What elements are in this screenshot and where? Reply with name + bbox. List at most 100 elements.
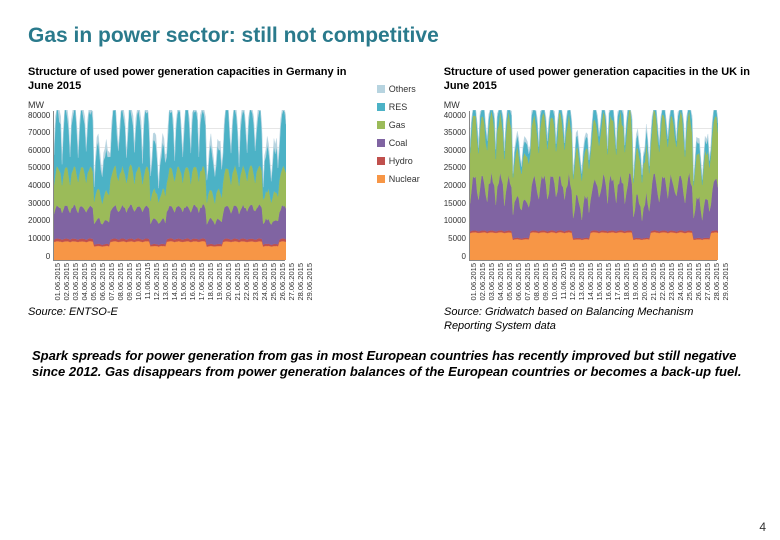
y-tick: 10000: [28, 234, 50, 243]
y-tick: 35000: [444, 128, 466, 137]
chart-uk-xaxis: 01.06.201502.06.201503.06.201504.06.2015…: [469, 263, 717, 301]
chart-uk-yaxis: 40000 35000 30000 25000 20000 15000 10000 5000 0: [444, 111, 469, 261]
x-tick: 14.06.2015: [170, 263, 179, 301]
x-tick: 25.06.2015: [269, 263, 278, 301]
x-tick: 17.06.2015: [197, 263, 206, 301]
x-tick: 09.06.2015: [541, 263, 550, 301]
x-tick: 25.06.2015: [685, 263, 694, 301]
chart-germany-ylabel: MW: [28, 100, 347, 110]
x-tick: 18.06.2015: [206, 263, 215, 301]
y-tick: 50000: [28, 163, 50, 172]
x-tick: 26.06.2015: [694, 263, 703, 301]
x-tick: 02.06.2015: [478, 263, 487, 301]
x-tick: 02.06.2015: [62, 263, 71, 301]
chart-uk-plot: [469, 111, 717, 261]
legend-swatch: [377, 103, 385, 111]
legend-item: Hydro: [377, 156, 420, 166]
legend-swatch: [377, 157, 385, 165]
x-tick: 19.06.2015: [215, 263, 224, 301]
legend-swatch: [377, 175, 385, 183]
x-tick: 07.06.2015: [107, 263, 116, 301]
x-tick: 14.06.2015: [586, 263, 595, 301]
x-tick: 26.06.2015: [278, 263, 287, 301]
x-tick: 12.06.2015: [568, 263, 577, 301]
legend-label: Hydro: [389, 156, 413, 166]
y-tick: 20000: [444, 181, 466, 190]
y-tick: 70000: [28, 128, 50, 137]
page-title: Gas in power sector: still not competiti…: [28, 24, 752, 48]
legend-item: RES: [377, 102, 420, 112]
chart-germany-plot: [53, 111, 285, 261]
x-tick: 22.06.2015: [242, 263, 251, 301]
x-tick: 21.06.2015: [233, 263, 242, 301]
chart-germany: Structure of used power generation capac…: [28, 66, 347, 300]
legend-label: Nuclear: [389, 174, 420, 184]
legend-item: Others: [377, 84, 420, 94]
legend-swatch: [377, 121, 385, 129]
x-tick: 08.06.2015: [116, 263, 125, 301]
y-tick: 20000: [28, 216, 50, 225]
x-tick: 11.06.2015: [143, 263, 152, 301]
x-tick: 10.06.2015: [550, 263, 559, 301]
x-tick: 01.06.2015: [53, 263, 62, 301]
legend-label: Coal: [389, 138, 408, 148]
chart-germany-xaxis: 01.06.201502.06.201503.06.201504.06.2015…: [53, 263, 285, 301]
legend-swatch: [377, 139, 385, 147]
x-tick: 05.06.2015: [505, 263, 514, 301]
y-tick: 30000: [28, 199, 50, 208]
y-tick: 10000: [444, 216, 466, 225]
x-tick: 13.06.2015: [161, 263, 170, 301]
y-tick: 60000: [28, 146, 50, 155]
x-tick: 13.06.2015: [577, 263, 586, 301]
x-tick: 15.06.2015: [179, 263, 188, 301]
chart-uk: Structure of used power generation capac…: [444, 66, 752, 300]
chart-uk-subtitle: Structure of used power generation capac…: [444, 66, 752, 94]
x-tick: 29.06.2015: [721, 263, 730, 301]
legend: Others RES Gas Coal Hydro Nuclear: [377, 84, 420, 300]
x-tick: 23.06.2015: [251, 263, 260, 301]
source-uk: Source: Gridwatch based on Balancing Mec…: [444, 306, 724, 334]
y-tick: 30000: [444, 146, 466, 155]
x-tick: 22.06.2015: [658, 263, 667, 301]
x-tick: 27.06.2015: [703, 263, 712, 301]
y-tick: 15000: [444, 199, 466, 208]
sources-row: Source: ENTSO-E Source: Gridwatch based …: [28, 306, 752, 334]
footer-commentary: Spark spreads for power generation from …: [28, 348, 752, 382]
y-tick: 25000: [444, 163, 466, 172]
x-tick: 17.06.2015: [613, 263, 622, 301]
x-tick: 19.06.2015: [631, 263, 640, 301]
x-tick: 10.06.2015: [134, 263, 143, 301]
y-tick: 80000: [28, 111, 50, 120]
x-tick: 24.06.2015: [260, 263, 269, 301]
x-tick: 27.06.2015: [287, 263, 296, 301]
x-tick: 20.06.2015: [640, 263, 649, 301]
x-tick: 07.06.2015: [523, 263, 532, 301]
legend-swatch: [377, 85, 385, 93]
x-tick: 04.06.2015: [496, 263, 505, 301]
x-tick: 15.06.2015: [595, 263, 604, 301]
x-tick: 03.06.2015: [71, 263, 80, 301]
x-tick: 06.06.2015: [98, 263, 107, 301]
x-tick: 29.06.2015: [305, 263, 314, 301]
y-tick: 0: [462, 252, 466, 261]
x-tick: 16.06.2015: [188, 263, 197, 301]
x-tick: 16.06.2015: [604, 263, 613, 301]
x-tick: 28.06.2015: [296, 263, 305, 301]
charts-row: Structure of used power generation capac…: [28, 66, 752, 300]
legend-label: Others: [389, 84, 416, 94]
x-tick: 05.06.2015: [89, 263, 98, 301]
y-tick: 5000: [448, 234, 466, 243]
x-tick: 01.06.2015: [469, 263, 478, 301]
legend-label: RES: [389, 102, 408, 112]
x-tick: 21.06.2015: [649, 263, 658, 301]
y-tick: 40000: [444, 111, 466, 120]
page-number: 4: [759, 520, 766, 534]
x-tick: 06.06.2015: [514, 263, 523, 301]
legend-label: Gas: [389, 120, 406, 130]
legend-item: Gas: [377, 120, 420, 130]
legend-item: Nuclear: [377, 174, 420, 184]
x-tick: 18.06.2015: [622, 263, 631, 301]
x-tick: 09.06.2015: [125, 263, 134, 301]
y-tick: 0: [46, 252, 50, 261]
x-tick: 04.06.2015: [80, 263, 89, 301]
